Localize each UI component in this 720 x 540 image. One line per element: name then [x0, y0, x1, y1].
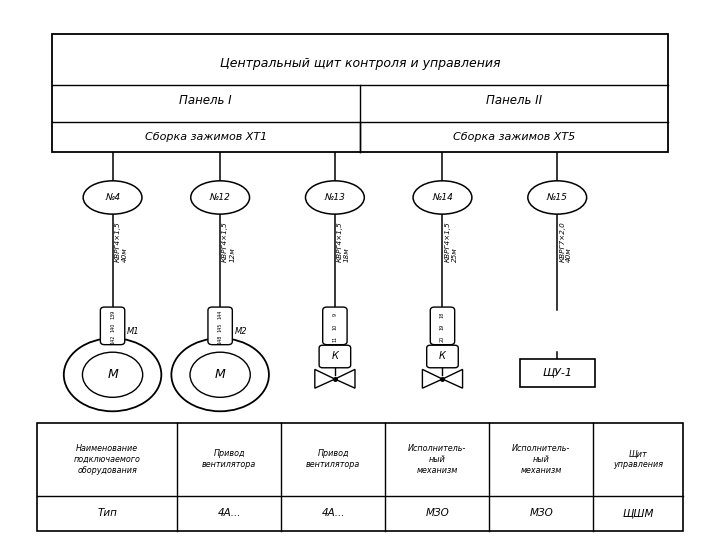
FancyBboxPatch shape: [319, 345, 351, 368]
Text: 20: 20: [440, 336, 445, 342]
Text: КВРГ4×1,5
40м: КВРГ4×1,5 40м: [114, 221, 127, 262]
Ellipse shape: [83, 181, 142, 214]
Text: 19: 19: [440, 324, 445, 330]
Text: Исполнитель-
ный
механизм: Исполнитель- ный механизм: [512, 444, 570, 475]
Ellipse shape: [305, 181, 364, 214]
Text: 139: 139: [110, 310, 115, 319]
Text: 140: 140: [110, 322, 115, 332]
Text: Наименование
подключаемого
оборудования: Наименование подключаемого оборудования: [73, 444, 140, 475]
Text: M1: M1: [127, 327, 140, 336]
Ellipse shape: [413, 181, 472, 214]
Text: МЗО: МЗО: [426, 508, 449, 518]
Text: М: М: [215, 368, 225, 381]
Circle shape: [171, 338, 269, 411]
Text: Панель I: Панель I: [179, 94, 232, 107]
Bar: [52, 33, 668, 152]
Text: 145: 145: [217, 322, 222, 332]
Text: К: К: [331, 352, 338, 361]
Text: К: К: [439, 352, 446, 361]
Circle shape: [82, 352, 143, 397]
Text: Исполнитель-
ный
механизм: Исполнитель- ный механизм: [408, 444, 467, 475]
Text: ЩШМ: ЩШМ: [622, 508, 654, 518]
Ellipse shape: [528, 181, 587, 214]
Text: МЗО: МЗО: [529, 508, 553, 518]
Text: 4А...: 4А...: [321, 508, 345, 518]
Text: КВРГ7×2,0
40м: КВРГ7×2,0 40м: [559, 221, 572, 262]
Text: Тип: Тип: [97, 508, 117, 518]
Text: Сборка зажимов ХТ1: Сборка зажимов ХТ1: [145, 132, 267, 142]
Text: Привод
вентилятора: Привод вентилятора: [202, 449, 256, 469]
Text: ЩУ-1: ЩУ-1: [542, 368, 572, 377]
Text: 4А...: 4А...: [217, 508, 241, 518]
Text: 148: 148: [217, 335, 222, 344]
Text: 142: 142: [110, 335, 115, 344]
Text: №12: №12: [210, 193, 230, 202]
Circle shape: [64, 338, 161, 411]
Text: Панель II: Панель II: [486, 94, 542, 107]
FancyBboxPatch shape: [100, 307, 125, 345]
FancyBboxPatch shape: [323, 307, 347, 345]
FancyBboxPatch shape: [431, 307, 454, 345]
Text: 11: 11: [333, 336, 338, 342]
Text: M2: M2: [235, 327, 247, 336]
Text: №13: №13: [325, 193, 346, 202]
FancyBboxPatch shape: [427, 345, 458, 368]
Text: Привод
вентилятора: Привод вентилятора: [306, 449, 360, 469]
FancyBboxPatch shape: [208, 307, 233, 345]
Text: 18: 18: [440, 312, 445, 318]
Text: Сборка зажимов ХТ5: Сборка зажимов ХТ5: [453, 132, 575, 142]
Ellipse shape: [191, 181, 250, 214]
Text: Щит
управления: Щит управления: [613, 449, 663, 469]
Polygon shape: [315, 369, 335, 388]
Text: №4: №4: [105, 193, 120, 202]
Text: №15: №15: [546, 193, 567, 202]
Text: КВРГ4×1,5
18м: КВРГ4×1,5 18м: [337, 221, 350, 262]
Text: КВРГ4×1,5
12м: КВРГ4×1,5 12м: [222, 221, 235, 262]
Circle shape: [190, 352, 251, 397]
Polygon shape: [423, 369, 443, 388]
Text: 10: 10: [333, 324, 338, 330]
Text: 144: 144: [217, 310, 222, 319]
Bar: [520, 359, 595, 387]
Text: КВРГ4×1,5
25м: КВРГ4×1,5 25м: [444, 221, 458, 262]
Bar: [37, 423, 683, 531]
Text: М: М: [107, 368, 118, 381]
Polygon shape: [335, 369, 355, 388]
Polygon shape: [443, 369, 462, 388]
Text: №14: №14: [432, 193, 453, 202]
Text: Центральный щит контроля и управления: Центральный щит контроля и управления: [220, 57, 500, 70]
Text: 9: 9: [333, 313, 338, 316]
